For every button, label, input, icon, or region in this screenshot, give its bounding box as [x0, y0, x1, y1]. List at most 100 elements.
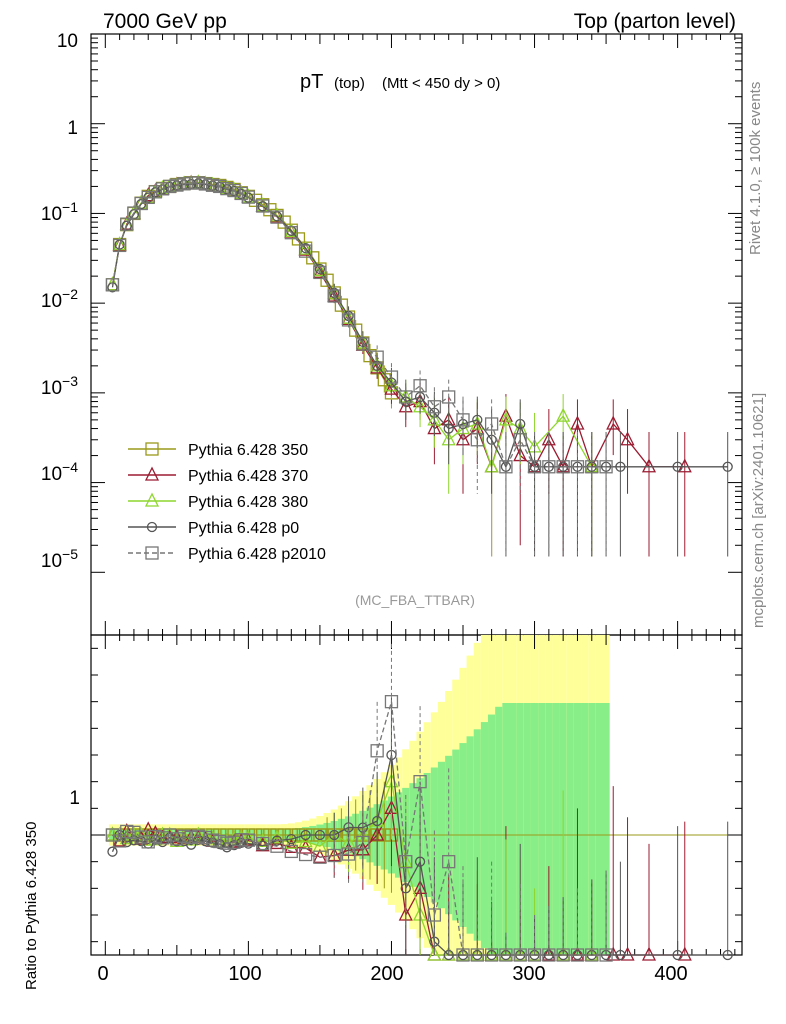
data-point: [150, 187, 161, 198]
data-point: [606, 415, 621, 430]
ratio-band-inner: [516, 703, 524, 955]
data-point: [620, 431, 635, 446]
data-point: [513, 433, 527, 447]
data-point: [198, 830, 213, 845]
data-point: [556, 948, 570, 962]
data-point: [527, 460, 542, 474]
data-point: [256, 836, 270, 851]
data-point: [499, 948, 513, 962]
data-point: [722, 461, 733, 472]
data-point: [191, 176, 205, 190]
data-point: [341, 313, 356, 327]
data-point: [205, 833, 220, 847]
data-point: [399, 855, 413, 869]
data-point: [205, 178, 220, 192]
data-point: [234, 833, 248, 847]
data-point: [298, 244, 313, 258]
data-point: [363, 828, 377, 842]
data-point: [184, 176, 198, 190]
ratio-plot-frame: [90, 634, 743, 956]
legend-label: Pythia 6.428 350: [188, 442, 308, 459]
data-point: [542, 948, 556, 962]
data-point: [499, 460, 513, 474]
data-point: [257, 201, 268, 212]
data-point: [270, 839, 284, 853]
data-point: [155, 826, 170, 841]
data-point: [370, 744, 384, 758]
data-point: [414, 856, 426, 867]
data-point: [134, 830, 148, 844]
data-point: [443, 423, 454, 434]
data-point: [384, 370, 399, 384]
data-point: [413, 775, 427, 789]
data-point: [198, 177, 213, 191]
data-point: [256, 199, 270, 213]
series-line: [111, 182, 607, 469]
legend-label: Pythia 6.428 380: [188, 494, 308, 511]
data-point: [300, 243, 311, 254]
data-point: [413, 379, 427, 393]
data-point: [213, 179, 227, 194]
ratio-band-inner: [509, 703, 517, 955]
data-point: [377, 828, 391, 842]
data-point: [135, 198, 147, 210]
data-point: [470, 948, 484, 962]
x-tick-label: 200: [370, 963, 403, 985]
data-point: [243, 192, 254, 203]
data-point: [184, 830, 198, 845]
ratio-tick-label: 1: [69, 788, 80, 809]
data-point: [306, 251, 320, 265]
data-point: [241, 833, 256, 847]
data-point: [298, 847, 313, 862]
series-4: [105, 176, 613, 962]
data-point: [263, 828, 277, 842]
ratio-band-inner: [588, 703, 596, 955]
data-point: [314, 829, 326, 841]
data-point: [163, 828, 177, 842]
data-point: [134, 826, 149, 841]
ratio-band-inner: [495, 706, 503, 955]
data-point: [298, 240, 313, 255]
data-point: [127, 206, 141, 220]
data-point: [227, 183, 241, 198]
legend-label: Pythia 6.428 370: [188, 468, 308, 485]
data-point: [570, 415, 585, 430]
data-point: [186, 839, 197, 850]
data-point: [641, 458, 657, 473]
y-tick-label: 10−5: [41, 546, 78, 572]
x-tick-label: 300: [512, 963, 545, 985]
data-point: [349, 323, 363, 337]
y-tick-label: 10−2: [41, 286, 78, 312]
data-point: [284, 226, 298, 240]
data-point: [284, 838, 299, 853]
data-point: [615, 949, 626, 961]
data-point: [220, 181, 234, 196]
data-point: [119, 822, 134, 838]
data-point: [327, 289, 341, 303]
data-point: [484, 948, 499, 962]
data-point: [320, 273, 334, 287]
data-point: [722, 949, 733, 961]
data-point: [128, 835, 140, 846]
data-point: [313, 265, 327, 280]
data-point: [400, 883, 411, 894]
data-point: [105, 278, 120, 292]
data-point: [456, 413, 470, 427]
data-point: [341, 847, 356, 861]
data-point: [234, 186, 248, 201]
data-point: [615, 461, 626, 472]
data-point: [145, 442, 159, 456]
data-point: [236, 837, 247, 848]
ratio-series-line: [112, 701, 607, 956]
data-point: [241, 190, 256, 204]
x-tick-label: 100: [228, 963, 261, 985]
data-point: [470, 433, 484, 447]
data-point: [155, 831, 170, 845]
data-point: [556, 460, 570, 474]
data-point: [148, 825, 163, 840]
data-point: [148, 185, 163, 199]
data-point: [227, 835, 241, 849]
data-point: [570, 948, 585, 962]
data-point: [327, 848, 341, 863]
data-point: [456, 948, 470, 962]
